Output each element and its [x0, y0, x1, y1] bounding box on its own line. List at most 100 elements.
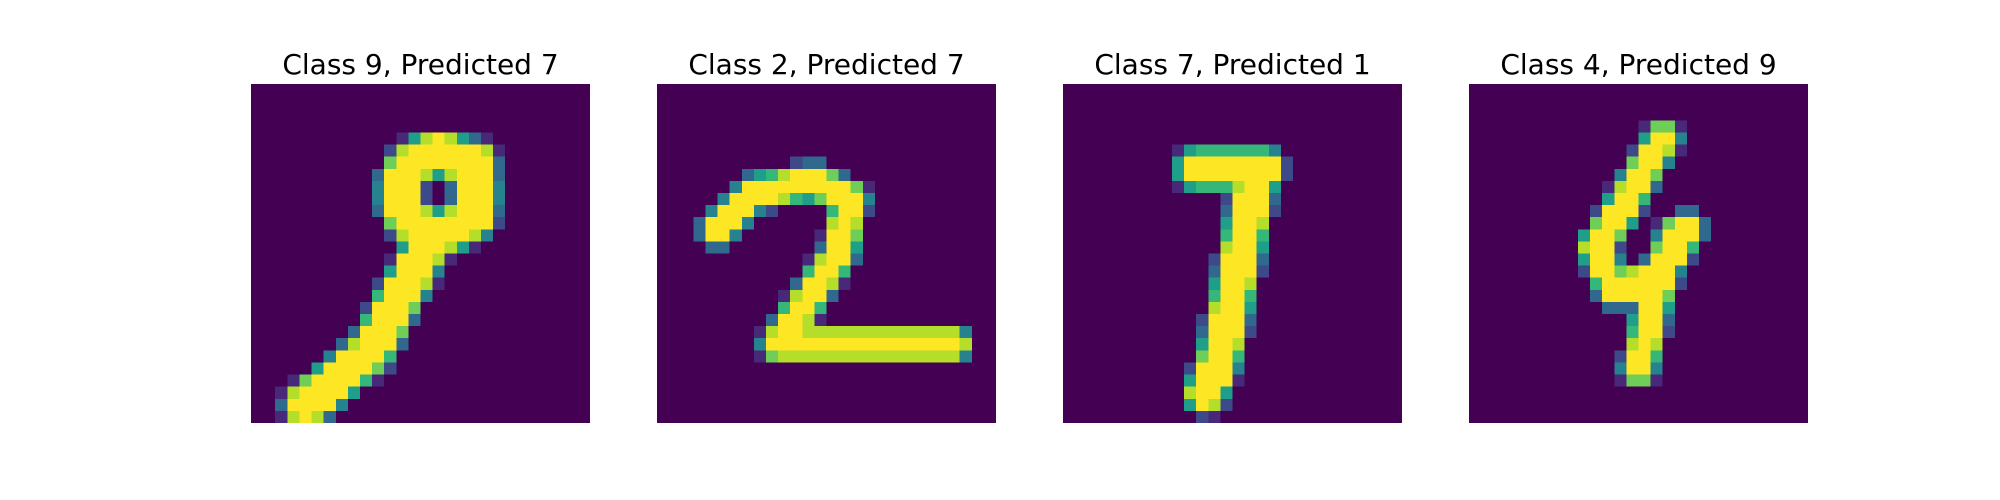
digit-pixel	[1590, 277, 1603, 290]
digit-pixel	[420, 168, 433, 181]
digit-pixel	[1590, 205, 1603, 218]
digit-pixel	[299, 398, 312, 411]
digit-pixel	[1244, 192, 1257, 206]
digit-pixel	[444, 229, 457, 242]
digit-pixel	[359, 350, 373, 363]
digit-pixel	[1256, 205, 1269, 218]
digit-pixel	[862, 326, 875, 339]
digit-pixel	[481, 132, 494, 145]
digit-pixel	[1674, 241, 1687, 254]
digit-pixel	[753, 326, 766, 339]
digit-pixel	[959, 350, 972, 363]
digit-pixel	[1232, 362, 1245, 375]
digit-pixel	[1674, 229, 1687, 242]
digit-pixel	[1638, 314, 1651, 327]
digit-pixel	[1196, 350, 1209, 363]
digit-pixel	[408, 144, 421, 157]
digit-pixel	[862, 180, 875, 193]
digit-pixel	[753, 180, 766, 193]
digit-pixel	[396, 253, 409, 266]
digit-pixel	[468, 156, 482, 169]
digit-pixel	[850, 253, 863, 266]
digit-pixel	[1244, 156, 1257, 169]
digit-pixel	[444, 205, 457, 218]
digit-pixel	[384, 253, 397, 266]
digit-pixel	[1220, 144, 1233, 157]
digit-pixel	[1256, 253, 1269, 266]
digit-pixel	[287, 374, 300, 387]
digit-pixel	[1196, 410, 1209, 423]
digit-pixel	[384, 192, 397, 206]
digit-pixel	[1650, 144, 1663, 157]
digit-pixel	[741, 168, 754, 181]
digit-pixel	[1232, 326, 1245, 339]
digit-pixel	[1171, 156, 1185, 169]
panel-title: Class 2, Predicted 7	[688, 48, 965, 81]
digit-pixel	[323, 374, 336, 387]
digit-pixel	[790, 338, 803, 351]
digit-pixel	[790, 289, 803, 302]
digit-pixel	[408, 241, 421, 254]
digit-pixel	[1590, 241, 1603, 254]
digit-image-9	[251, 84, 590, 423]
digit-pixel	[420, 217, 433, 230]
digit-pixel	[1244, 289, 1257, 302]
digit-pixel	[1196, 338, 1209, 351]
digit-pixel	[874, 350, 888, 363]
digit-pixel	[935, 326, 948, 339]
panel-4: Class 4, Predicted 9	[1469, 48, 1808, 423]
digit-pixel	[1638, 326, 1651, 339]
digit-pixel	[420, 192, 433, 206]
digit-pixel	[1196, 326, 1209, 339]
digit-pixel	[1232, 289, 1245, 302]
digit-pixel	[420, 253, 433, 266]
digit-pixel	[420, 144, 433, 157]
digit-pixel	[396, 156, 409, 169]
digit-pixel	[814, 229, 827, 242]
digit-pixel	[1256, 180, 1269, 193]
digit-pixel	[741, 217, 754, 230]
digit-pixel	[1638, 350, 1651, 363]
digit-pixel	[1650, 241, 1663, 254]
digit-pixel	[1614, 362, 1627, 375]
digit-pixel	[493, 156, 506, 169]
digit-pixel	[384, 289, 397, 302]
digit-pixel	[826, 253, 839, 266]
digit-pixel	[923, 338, 936, 351]
digit-pixel	[935, 350, 948, 363]
digit-pixel	[1650, 120, 1663, 133]
digit-pixel	[456, 144, 469, 157]
digit-pixel	[802, 301, 815, 315]
digit-pixel	[384, 350, 397, 363]
digit-pixel	[850, 350, 863, 363]
digit-pixel	[396, 229, 409, 242]
digit-pixel	[814, 289, 827, 302]
digit-pixel	[1686, 217, 1700, 230]
digit-pixel	[481, 156, 494, 169]
digit-pixel	[1196, 314, 1209, 327]
digit-pixel	[838, 338, 851, 351]
digit-pixel	[323, 398, 336, 411]
digit-pixel	[717, 217, 730, 230]
digit-pixel	[456, 168, 469, 181]
digit-pixel	[347, 338, 360, 351]
digit-pixel	[1650, 265, 1663, 278]
digit-pixel	[778, 192, 791, 206]
digit-pixel	[372, 350, 385, 363]
digit-pixel	[838, 241, 851, 254]
digit-pixel	[1626, 350, 1639, 363]
digit-pixel	[1590, 265, 1603, 278]
digit-pixel	[1626, 374, 1639, 387]
digit-pixel	[372, 180, 385, 193]
digit-pixel	[1650, 314, 1663, 327]
digit-pixel	[287, 398, 300, 411]
digit-pixel	[323, 350, 336, 363]
digit-pixel	[1232, 229, 1245, 242]
digit-pixel	[1662, 241, 1675, 254]
digit-pixel	[1196, 398, 1209, 411]
digit-pixel	[1268, 205, 1281, 218]
digit-pixel	[1220, 217, 1233, 230]
digit-pixel	[1232, 314, 1245, 327]
digit-pixel	[838, 265, 851, 278]
digit-pixel	[347, 326, 360, 339]
